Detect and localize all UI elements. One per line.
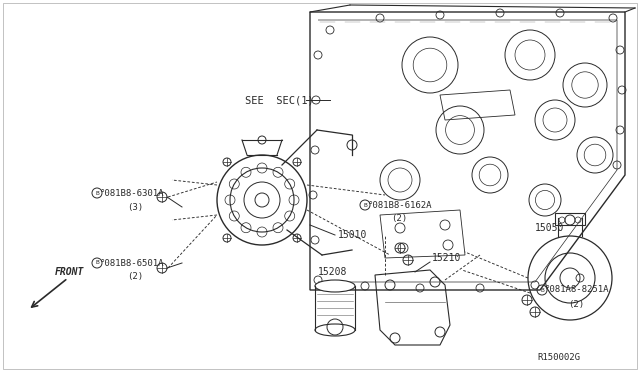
Text: 15210: 15210 (432, 253, 461, 263)
Text: 15010: 15010 (338, 230, 367, 240)
Text: 15208: 15208 (318, 267, 348, 277)
Text: (2): (2) (568, 299, 584, 308)
Text: (3): (3) (127, 202, 143, 212)
Text: SEE  SEC(1): SEE SEC(1) (245, 95, 314, 105)
Text: B: B (540, 288, 544, 292)
Text: B: B (95, 260, 99, 266)
Text: FRONT: FRONT (55, 267, 84, 277)
Text: °081A8-8251A: °081A8-8251A (545, 285, 609, 295)
Text: °081B8-6162A: °081B8-6162A (368, 201, 433, 209)
Text: °081B8-6501A: °081B8-6501A (100, 259, 164, 267)
Ellipse shape (315, 280, 355, 292)
Text: 15050: 15050 (535, 223, 564, 233)
Text: B: B (95, 190, 99, 196)
Bar (555, 213, 585, 225)
Text: R150002G: R150002G (537, 353, 580, 362)
Text: °081B8-6301A: °081B8-6301A (100, 189, 164, 198)
Text: (2): (2) (127, 273, 143, 282)
Ellipse shape (315, 324, 355, 336)
Text: (2): (2) (391, 214, 407, 222)
Text: B: B (363, 202, 367, 208)
